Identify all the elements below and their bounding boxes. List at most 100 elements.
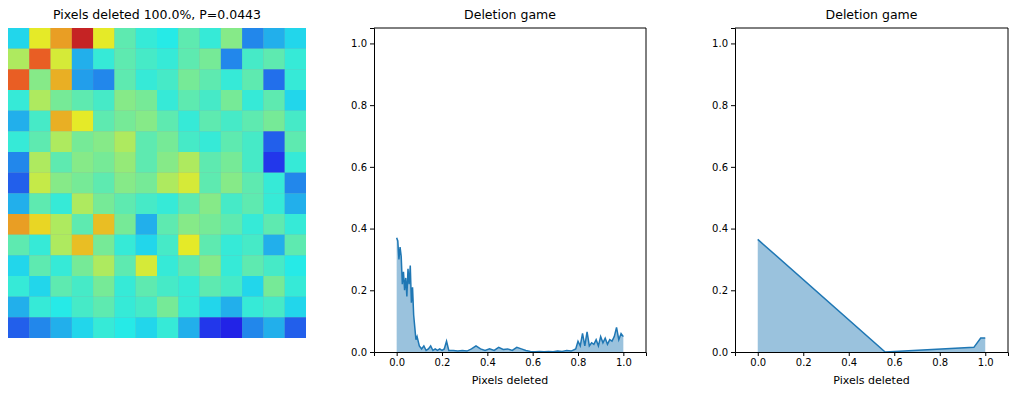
heatmap-cell: [263, 111, 284, 132]
heatmap-cell: [136, 173, 157, 194]
area-fill: [397, 238, 624, 352]
heatmap-cell: [8, 131, 29, 152]
tick-mark: [442, 352, 443, 356]
heatmap-cell: [178, 28, 199, 49]
heatmap-cell: [200, 173, 221, 194]
heatmap-cell: [29, 49, 50, 70]
heatmap-cell: [178, 214, 199, 235]
heatmap-cell: [178, 317, 199, 338]
tick-mark: [533, 352, 534, 356]
heatmap-cell: [242, 317, 263, 338]
tick-label: 1.0: [616, 357, 632, 368]
frame: [735, 28, 1008, 29]
heatmap-cell: [114, 131, 135, 152]
tick: 0.8: [571, 352, 587, 368]
heatmap-cell: [136, 214, 157, 235]
heatmap-cell: [263, 152, 284, 173]
heatmap-cell: [285, 69, 306, 90]
heatmap-cell: [221, 317, 242, 338]
tick: 0.2: [712, 285, 735, 296]
heatmap-cell: [93, 276, 114, 297]
tick: 0.8: [351, 100, 374, 111]
heatmap-cell: [114, 173, 135, 194]
heatmap-cell: [157, 69, 178, 90]
tick-mark: [370, 290, 374, 291]
axis-line: [731, 29, 736, 353]
heatmap-cell: [178, 193, 199, 214]
heatmap-cell: [263, 317, 284, 338]
heatmap-cell: [242, 111, 263, 132]
heatmap-cell: [200, 90, 221, 111]
tick-mark: [623, 352, 624, 356]
heatmap-cell: [221, 49, 242, 70]
heatmap-cell: [72, 235, 93, 256]
heatmap-cell: [51, 235, 72, 256]
data-line: [397, 238, 624, 352]
axis-line: [370, 29, 375, 353]
heatmap-cell: [93, 131, 114, 152]
heatmap-cell: [242, 297, 263, 318]
heatmap-cell: [221, 111, 242, 132]
heatmap-cell: [93, 173, 114, 194]
heatmap-cell: [263, 235, 284, 256]
heatmap-cell: [114, 49, 135, 70]
heatmap-cell: [93, 69, 114, 90]
heatmap-cell: [157, 214, 178, 235]
heatmap-cell: [157, 276, 178, 297]
heatmap-cell: [200, 193, 221, 214]
heatmap-cell: [51, 297, 72, 318]
heatmap-cell: [51, 214, 72, 235]
tick-label: 0.4: [712, 223, 728, 234]
heatmap-cell: [72, 297, 93, 318]
heatmap-cell: [221, 131, 242, 152]
tick-mark: [487, 352, 488, 356]
heatmap-cell: [200, 297, 221, 318]
heatmap-cell: [285, 131, 306, 152]
heatmap-cell: [200, 214, 221, 235]
heatmap-cell: [157, 173, 178, 194]
heatmap-cell: [285, 214, 306, 235]
tick-mark: [370, 352, 374, 353]
tick-label: 0.4: [351, 223, 367, 234]
heatmap-cell: [29, 297, 50, 318]
heatmap-cell: [29, 111, 50, 132]
heatmap-cell: [51, 255, 72, 276]
heatmap-cell: [8, 255, 29, 276]
heatmap-cell: [93, 297, 114, 318]
heatmap-cell: [136, 276, 157, 297]
tick: 0.6: [887, 352, 903, 368]
tick-label: 0.2: [435, 357, 451, 368]
tick-label: 0.0: [351, 347, 367, 358]
heatmap-cell: [93, 317, 114, 338]
frame: [1008, 28, 1009, 352]
heatmap-cell: [8, 235, 29, 256]
heatmap-cell: [93, 193, 114, 214]
y-axis: 0.00.20.40.60.81.0: [351, 29, 374, 358]
tick-mark: [849, 352, 850, 356]
tick-label: 0.2: [712, 285, 728, 296]
tick-label: 1.0: [712, 38, 728, 49]
heatmap-cell: [178, 255, 199, 276]
heatmap-cell: [8, 69, 29, 90]
heatmap-cell: [178, 235, 199, 256]
heatmap-cell: [114, 28, 135, 49]
heatmap-cell: [221, 297, 242, 318]
heatmap-cell: [93, 111, 114, 132]
tick: 0.4: [351, 223, 374, 234]
heatmap-cell: [285, 276, 306, 297]
heatmap-cell: [157, 235, 178, 256]
tick-label: 0.0: [389, 357, 405, 368]
heatmap-cell: [178, 152, 199, 173]
heatmap-cell: [51, 49, 72, 70]
heatmap-cell: [263, 214, 284, 235]
axis-line: [736, 353, 1009, 357]
heatmap-cell: [136, 317, 157, 338]
heatmap-cell: [51, 173, 72, 194]
heatmap-cell: [178, 173, 199, 194]
heatmap-cell: [242, 69, 263, 90]
tick: 0.2: [435, 352, 451, 368]
heatmap-cell: [51, 90, 72, 111]
heatmap-cell: [72, 152, 93, 173]
heatmap-cell: [221, 28, 242, 49]
heatmap-cell: [178, 276, 199, 297]
